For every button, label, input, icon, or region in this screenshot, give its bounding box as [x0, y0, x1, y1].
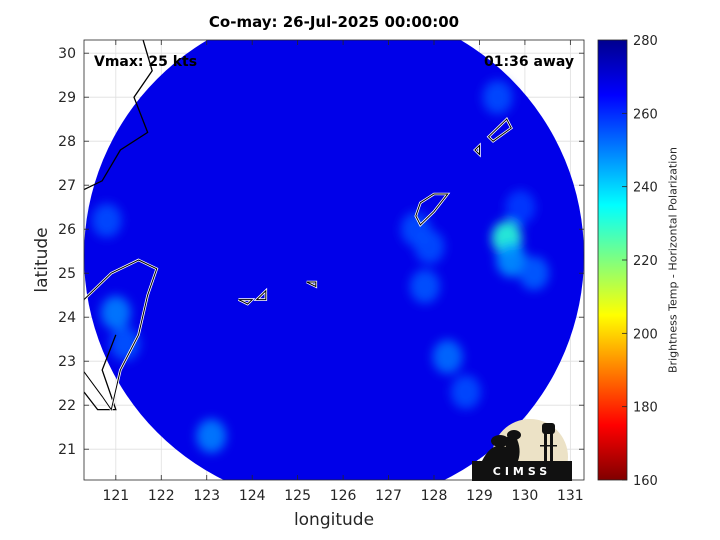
x-tick-label: 124 [239, 488, 266, 504]
logo-text: CIMSS [492, 465, 552, 478]
colorbar-tick-label: 220 [633, 254, 658, 269]
convective-feature [109, 326, 140, 361]
colorbar-tick-label: 260 [633, 107, 658, 122]
y-tick-label: 22 [58, 398, 76, 414]
y-tick-label: 25 [58, 266, 76, 282]
chart-title: Co-may: 26-Jul-2025 00:00:00 [208, 13, 460, 31]
convective-feature [100, 295, 131, 330]
colorbar-tick-label: 280 [633, 34, 658, 49]
convective-feature [196, 419, 227, 453]
vmax-annotation: Vmax: 25 kts [94, 54, 198, 70]
colorbar-label: Brightness Temp - Horizontal Polarizatio… [666, 147, 680, 373]
x-tick-label: 129 [466, 488, 493, 504]
colorbar-tick-label: 240 [633, 181, 658, 196]
island-edge [487, 118, 512, 142]
colorbar-ticks: 160 180 200 220 240 260 280 [622, 34, 658, 489]
island-edge [415, 193, 449, 226]
x-tick-label: 125 [284, 488, 311, 504]
y-tick-label: 26 [58, 222, 76, 238]
coastlines [84, 40, 513, 413]
data-swath [84, 40, 584, 480]
distance-annotation: 01:36 away [484, 54, 574, 70]
y-tick-label: 24 [58, 310, 76, 326]
x-tick-label: 126 [330, 488, 357, 504]
island-edge [474, 144, 480, 156]
y-tick-label: 21 [58, 442, 76, 458]
y-tick-label: 29 [58, 90, 76, 106]
swath-features [91, 80, 549, 453]
x-tick-label: 128 [421, 488, 448, 504]
y-tick-label: 28 [58, 134, 76, 150]
colorbar-tick-label: 200 [633, 327, 658, 342]
y-tick-label: 27 [58, 178, 76, 194]
convective-feature [519, 256, 549, 291]
convective-feature [91, 203, 122, 238]
x-tick-label: 127 [375, 488, 402, 504]
x-tick-label: 130 [512, 488, 539, 504]
x-tick-label: 131 [557, 488, 584, 504]
cimss-logo [472, 419, 572, 481]
island-edge [238, 299, 254, 305]
coastline-mainland [84, 334, 117, 411]
y-axis-label: latitude [32, 227, 52, 293]
island-edge [306, 281, 317, 288]
swath-background [84, 40, 584, 480]
y-tick-label: 23 [58, 354, 76, 370]
convective-feature [414, 229, 445, 264]
x-ticks: 121 122 123 124 125 126 127 128 129 130 131 [102, 40, 584, 504]
x-tick-label: 123 [193, 488, 220, 504]
island-edge [84, 259, 158, 411]
convective-feature [482, 80, 513, 115]
convective-feature [505, 190, 536, 225]
y-tick-label: 30 [58, 46, 76, 62]
x-axis-label: longitude [293, 510, 375, 530]
convective-feature [432, 339, 463, 374]
colorbar-tick-label: 160 [633, 474, 658, 489]
coastline-mainland [84, 40, 153, 191]
colorbar-tick-label: 180 [633, 401, 658, 416]
convective-feature [409, 269, 440, 304]
convective-feature [450, 375, 481, 409]
convective-feature [496, 243, 527, 277]
x-tick-label: 122 [148, 488, 175, 504]
axes-frame [83, 39, 585, 481]
y-ticks: 21 22 23 24 25 26 27 28 29 30 [58, 46, 584, 458]
island-edge [255, 289, 267, 301]
x-tick-label: 121 [102, 488, 129, 504]
